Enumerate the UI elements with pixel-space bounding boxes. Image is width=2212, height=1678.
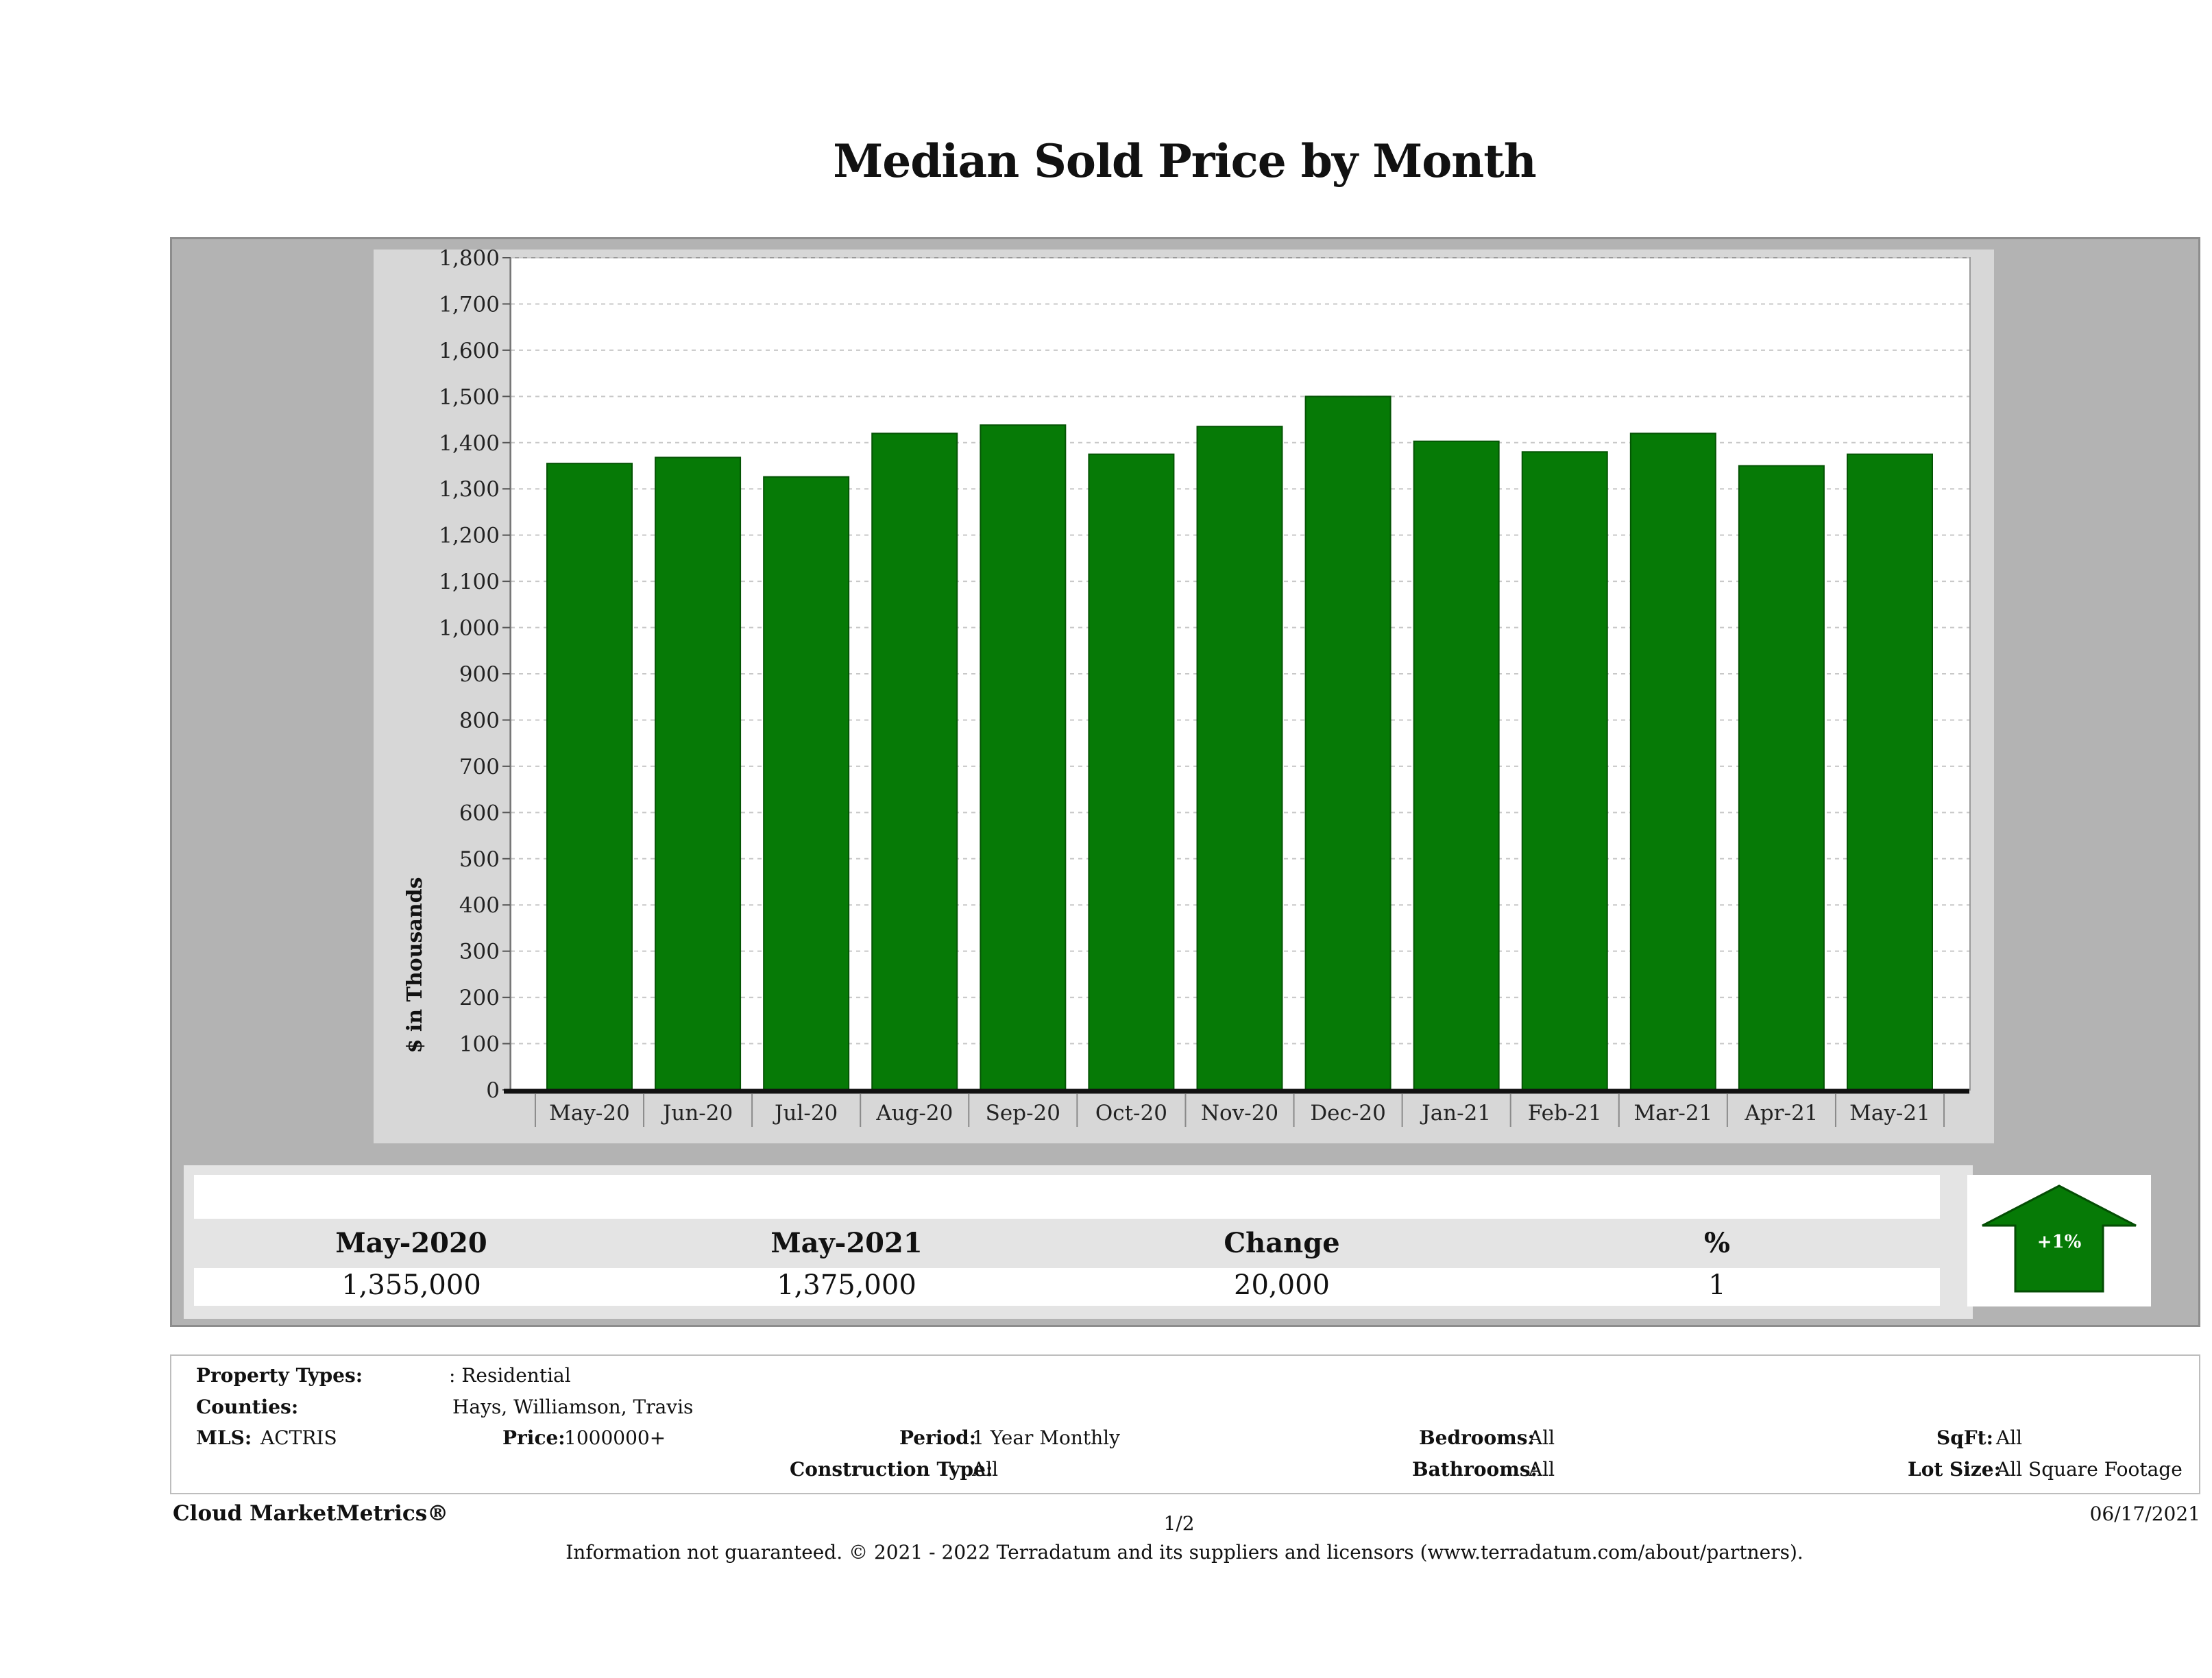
x-tick-label: May-20 xyxy=(549,1101,630,1126)
summary-value-percent: 1 xyxy=(1708,1269,1726,1301)
x-tick-label: Sep-20 xyxy=(986,1101,1060,1126)
bar-feb-21 xyxy=(1521,451,1608,1091)
x-tick-label: Feb-21 xyxy=(1528,1101,1602,1126)
median-price-chart: 0 100 200 300 400 500 600 700 800 900 1,000 1,100 1,… xyxy=(403,250,1971,1127)
bathrooms-label: Bathrooms: xyxy=(1412,1458,1538,1481)
disclaimer: Information not guaranteed. © 2021 - 202… xyxy=(566,1541,1803,1564)
y-tick-label: 1,200 xyxy=(439,524,500,548)
y-tick-label: 200 xyxy=(459,986,500,1010)
x-tick-label: Aug-20 xyxy=(875,1101,953,1126)
y-tick-label: 1,800 xyxy=(439,250,500,271)
up-arrow-icon: +1% xyxy=(1982,1184,2137,1293)
bedrooms-value: All xyxy=(1529,1426,1555,1449)
summary-values-row xyxy=(194,1268,1940,1306)
y-tick-label: 1,300 xyxy=(439,477,500,502)
counties-label: Counties: xyxy=(196,1396,299,1418)
y-tick-label: 1,100 xyxy=(439,570,500,594)
construction-type-value: All xyxy=(972,1458,999,1481)
y-tick-label: 800 xyxy=(459,708,500,733)
lot-size-value: All Square Footage xyxy=(1996,1458,2183,1481)
x-tick-label: Jun-20 xyxy=(661,1101,733,1126)
summary-value-change: 20,000 xyxy=(1234,1269,1330,1301)
summary-spacer xyxy=(194,1175,1940,1219)
counties-value: Hays, Williamson, Travis xyxy=(452,1396,694,1418)
y-tick-label: 1,000 xyxy=(439,616,500,641)
y-tick-label: 300 xyxy=(459,940,500,964)
summary-header-start: May-2020 xyxy=(335,1227,487,1259)
y-tick-label: 1,700 xyxy=(439,292,500,317)
construction-type-label: Construction Type: xyxy=(790,1458,993,1481)
summary-value-end: 1,375,000 xyxy=(777,1269,916,1301)
bar-jan-21 xyxy=(1413,440,1500,1091)
report-date: 06/17/2021 xyxy=(2089,1503,2200,1525)
period-label: Period: xyxy=(899,1426,977,1449)
x-tick-label: Dec-20 xyxy=(1310,1101,1385,1126)
lot-size-label: Lot Size: xyxy=(1908,1458,2001,1481)
bathrooms-value: All xyxy=(1529,1458,1555,1481)
bedrooms-label: Bedrooms: xyxy=(1419,1426,1535,1449)
bar-sep-20 xyxy=(980,424,1067,1091)
y-axis-label: $ in Thousands xyxy=(403,877,427,1054)
y-tick-label: 100 xyxy=(459,1032,500,1057)
x-tick-label: May-21 xyxy=(1849,1101,1930,1126)
sqft-value: All xyxy=(1996,1426,2023,1449)
x-tick-label: Nov-20 xyxy=(1201,1101,1278,1126)
y-tick-label: 0 xyxy=(486,1078,500,1103)
x-tick-label: Mar-21 xyxy=(1633,1101,1712,1126)
summary-header-change: Change xyxy=(1224,1227,1340,1259)
bar-dec-20 xyxy=(1304,396,1391,1091)
period-value: 1 Year Monthly xyxy=(972,1426,1120,1449)
y-tick-label: 600 xyxy=(459,801,500,825)
bar-jun-20 xyxy=(655,457,742,1091)
bar-may-21 xyxy=(1847,453,1933,1091)
price-label: Price: xyxy=(502,1426,566,1449)
bar-mar-21 xyxy=(1629,433,1716,1091)
bar-may-20 xyxy=(546,463,633,1091)
bar-aug-20 xyxy=(871,433,958,1091)
change-indicator: +1% xyxy=(1967,1175,2151,1306)
bar-jul-20 xyxy=(763,476,850,1091)
y-tick-label: 1,600 xyxy=(439,339,500,363)
y-tick-label: 900 xyxy=(459,662,500,687)
y-tick-label: 700 xyxy=(459,755,500,779)
x-tick-label: Oct-20 xyxy=(1095,1101,1167,1126)
sqft-label: SqFt: xyxy=(1936,1426,1993,1449)
price-value: 1000000+ xyxy=(564,1426,666,1449)
property-types-value: : Residential xyxy=(449,1364,571,1387)
summary-value-start: 1,355,000 xyxy=(341,1269,481,1301)
brand-name: Cloud MarketMetrics® xyxy=(173,1501,449,1526)
summary-header-end: May-2021 xyxy=(770,1227,923,1259)
y-tick-label: 1,400 xyxy=(439,431,500,456)
x-tick-label: Apr-21 xyxy=(1744,1101,1818,1126)
y-tick-label: 400 xyxy=(459,893,500,918)
x-tick-label: Jul-20 xyxy=(773,1101,838,1126)
y-tick-label: 1,500 xyxy=(439,385,500,409)
property-types-label: Property Types: xyxy=(196,1364,363,1387)
page-title: Median Sold Price by Month xyxy=(833,134,1537,188)
y-tick-label: 500 xyxy=(459,847,500,872)
x-tick-label: Jan-21 xyxy=(1420,1101,1491,1126)
bar-nov-20 xyxy=(1196,426,1283,1091)
mls-value: ACTRIS xyxy=(260,1426,337,1449)
filter-criteria xyxy=(170,1354,2200,1494)
page-number: 1/2 xyxy=(1163,1512,1195,1535)
bar-apr-21 xyxy=(1738,465,1825,1091)
summary-header-percent: % xyxy=(1703,1227,1730,1259)
mls-label: MLS: xyxy=(196,1426,252,1449)
bar-oct-20 xyxy=(1088,453,1175,1091)
change-badge-text: +1% xyxy=(2037,1232,2082,1252)
